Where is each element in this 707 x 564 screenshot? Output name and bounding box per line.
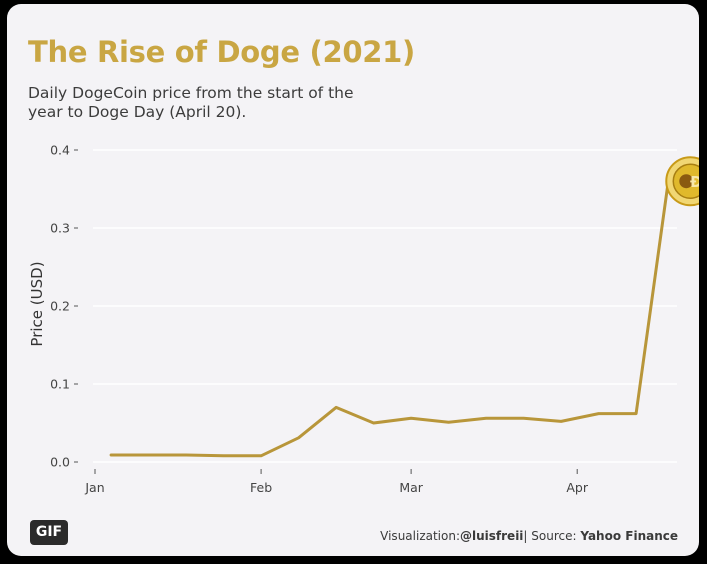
y-tick-label: 0.0 [50, 455, 70, 470]
caption-author: @luisfreii [460, 529, 524, 543]
y-tick-label: 0.1 [50, 377, 70, 392]
coin-dog-head [679, 174, 694, 189]
caption-source: Yahoo Finance [580, 529, 678, 543]
caption: Visualization:@luisfreii| Source: Yahoo … [380, 529, 678, 543]
gif-badge: GIF [30, 520, 68, 545]
x-tick-label: Feb [250, 480, 272, 495]
y-tick-label: 0.2 [50, 299, 70, 314]
chart-subtitle: Daily DogeCoin price from the start of t… [28, 84, 354, 121]
chart-card: The Rise of Doge (2021) Daily DogeCoin p… [7, 4, 699, 556]
x-tick-label: Mar [399, 480, 423, 495]
chart-title: The Rise of Doge (2021) [28, 35, 415, 69]
price-line [109, 179, 670, 458]
y-tick-label: 0.4 [50, 143, 70, 158]
x-tick-label: Apr [566, 480, 588, 495]
dogecoin-coin-icon: Ð [665, 156, 699, 207]
y-tick-label: 0.3 [50, 221, 70, 236]
coin-d-symbol: Ð [690, 173, 699, 191]
y-axis-label: Price (USD) [28, 261, 46, 347]
caption-separator: | Source: [523, 529, 581, 543]
x-tick-label: Jan [84, 480, 104, 495]
caption-prefix: Visualization: [380, 529, 460, 543]
plot-area: 0.0 0.1 0.2 0.3 0.4 Jan Feb Mar Apr Ð [50, 143, 699, 495]
